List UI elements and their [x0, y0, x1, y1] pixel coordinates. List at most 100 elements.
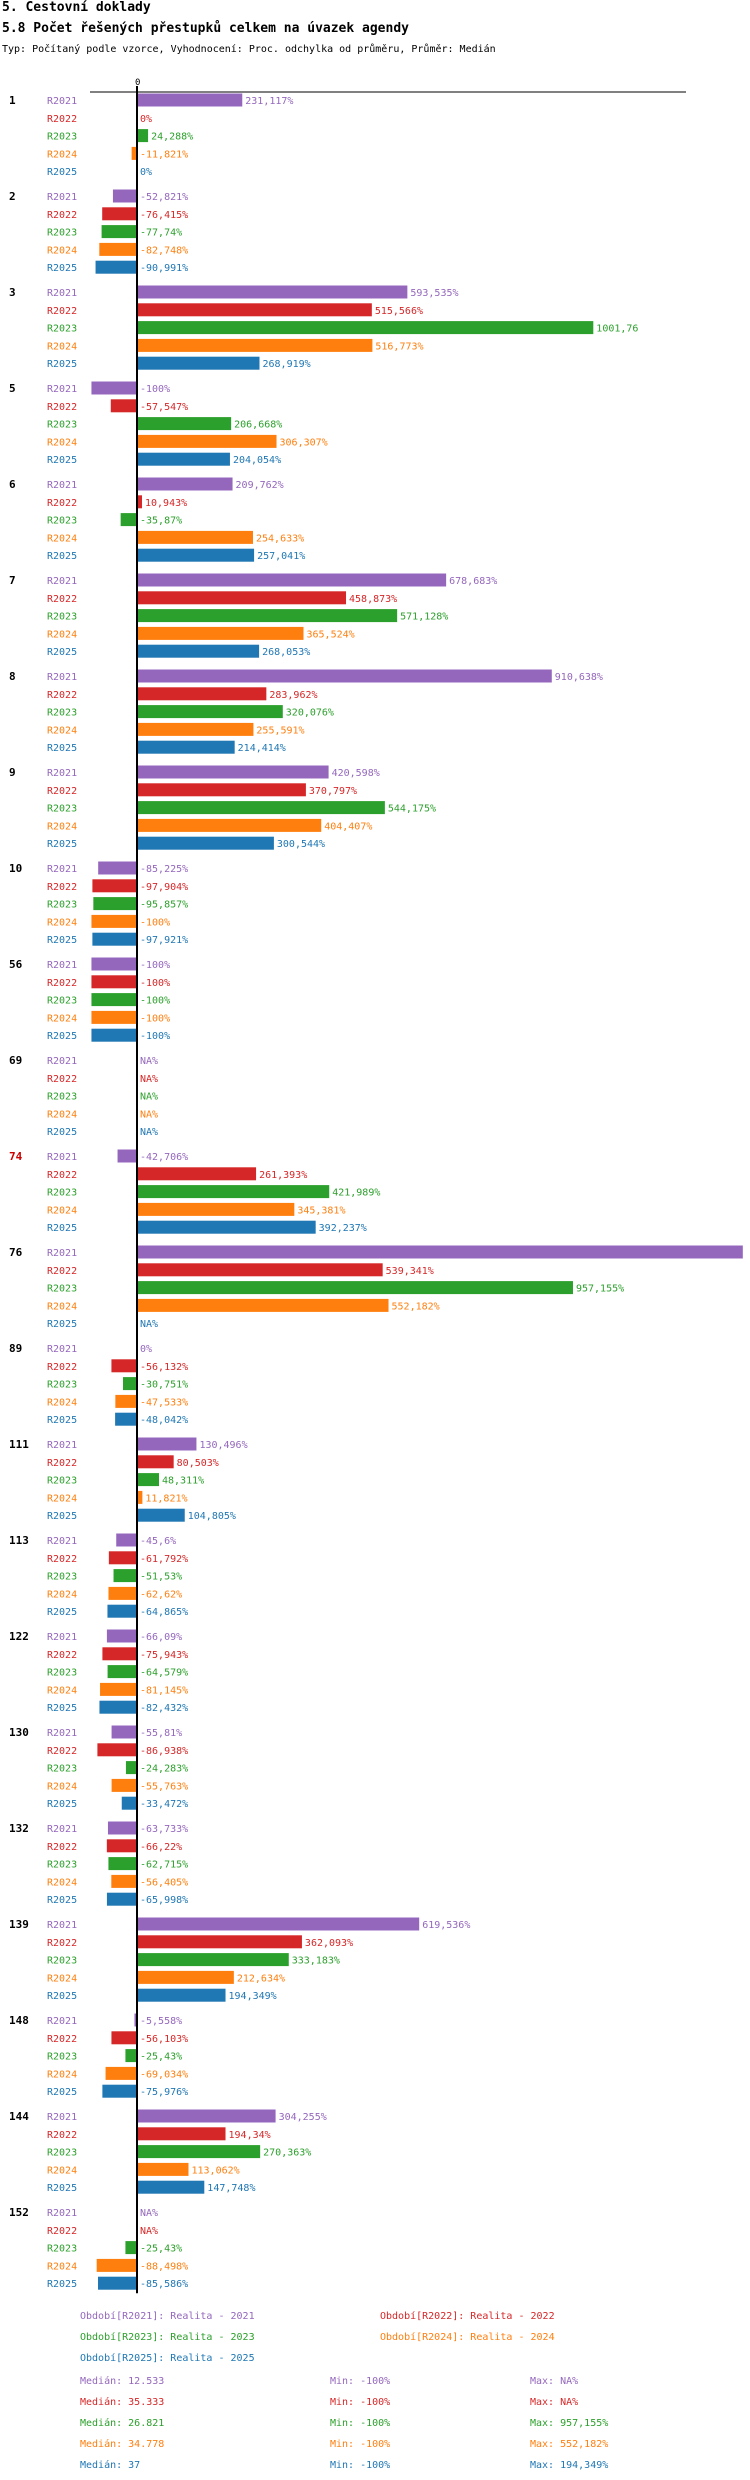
data-label: -55,763% [140, 1781, 188, 1792]
data-label: 362,093% [305, 1938, 353, 1949]
data-label: 206,668% [234, 420, 282, 431]
data-label: -69,034% [140, 2069, 188, 2080]
bar [98, 2276, 137, 2290]
series-label: R2022 [47, 786, 77, 797]
bar [93, 897, 137, 911]
group-label: 2 [9, 190, 16, 203]
series-label: R2022 [47, 1362, 77, 1373]
data-label: -42,706% [140, 1152, 188, 1163]
data-label: NA% [140, 1074, 158, 1085]
data-label: -75,943% [140, 1650, 188, 1661]
legend-median: Medián: 26.821 [80, 2418, 165, 2429]
data-label: 0% [140, 1344, 152, 1355]
data-label: 194,34% [229, 2130, 271, 2141]
legend-min: Min: -100% [330, 2376, 391, 2387]
series-label: R2024 [47, 1781, 77, 1792]
bar [95, 260, 137, 274]
bar [100, 1682, 137, 1696]
bar [137, 1490, 143, 1504]
bar [137, 1970, 234, 1984]
series-label: R2022 [47, 1074, 77, 1085]
data-label: -45,6% [140, 1536, 176, 1547]
series-label: R2021 [47, 192, 77, 203]
series-label: R2025 [47, 263, 77, 274]
data-label: -75,976% [140, 2087, 188, 2098]
bar [137, 548, 255, 562]
bar [105, 2066, 137, 2080]
data-label: 214,414% [238, 743, 286, 754]
bar [113, 1569, 137, 1583]
data-label: -66,22% [140, 1842, 182, 1853]
data-label: -85,225% [140, 864, 188, 875]
bar [137, 2180, 205, 2194]
series-label: R2021 [47, 576, 77, 587]
bar [137, 626, 304, 640]
group-label: 7 [9, 574, 16, 587]
series-label: R2022 [47, 2226, 77, 2237]
data-label: 392,237% [319, 1223, 367, 1234]
data-label: 910,638% [555, 672, 603, 683]
data-label: -57,547% [140, 402, 188, 413]
bar [137, 2127, 226, 2141]
bar [137, 573, 447, 587]
legend-period: Období[R2024]: Realita - 2024 [380, 2332, 555, 2343]
series-label: R2022 [47, 402, 77, 413]
bar [137, 303, 372, 317]
series-label: R2022 [47, 1650, 77, 1661]
data-label: 204,054% [233, 455, 281, 466]
data-label: NA% [140, 2226, 158, 2237]
data-label: -64,865% [140, 1607, 188, 1618]
bar [137, 1185, 330, 1199]
group-label: 5 [9, 382, 16, 395]
series-label: R2025 [47, 1319, 77, 1330]
data-label: 0% [140, 114, 152, 125]
chart-subtitle: Typ: Počítaný podle vzorce, Vyhodnocení:… [2, 44, 496, 55]
series-label: R2021 [47, 1344, 77, 1355]
data-label: 194,349% [229, 1991, 277, 2002]
series-label: R2024 [47, 2165, 77, 2176]
bar [92, 932, 137, 946]
bar [91, 975, 137, 989]
data-label: 458,873% [349, 594, 397, 605]
series-label: R2024 [47, 533, 77, 544]
data-label: 10,943% [145, 498, 187, 509]
data-label: -82,748% [140, 245, 188, 256]
bar [137, 530, 253, 544]
data-label: 268,919% [262, 359, 310, 370]
data-label: NA% [140, 1056, 158, 1067]
series-label: R2021 [47, 480, 77, 491]
series-label: R2024 [47, 629, 77, 640]
data-label: -97,921% [140, 935, 188, 946]
series-label: R2025 [47, 1415, 77, 1426]
series-label: R2021 [47, 1632, 77, 1643]
bar [125, 2049, 137, 2063]
data-label: -86,938% [140, 1746, 188, 1757]
series-label: R2022 [47, 1842, 77, 1853]
series-label: R2021 [47, 672, 77, 683]
bar [137, 1263, 383, 1277]
data-label: -65,998% [140, 1895, 188, 1906]
bar [137, 1455, 174, 1469]
bar [137, 1167, 257, 1181]
series-label: R2023 [47, 420, 77, 431]
series-label: R2025 [47, 935, 77, 946]
data-label: NA% [140, 2208, 158, 2219]
data-label: -66,09% [140, 1632, 182, 1643]
legend-max: Max: NA% [530, 2376, 579, 2387]
legend-max: Max: NA% [530, 2397, 579, 2408]
series-label: R2022 [47, 306, 77, 317]
bar [102, 1647, 137, 1661]
bar [137, 687, 267, 701]
bar [137, 356, 260, 370]
bar [137, 1473, 160, 1487]
data-label: 212,634% [237, 1973, 285, 1984]
bar [137, 1917, 420, 1931]
bar [137, 836, 274, 850]
series-label: R2025 [47, 1703, 77, 1714]
series-label: R2024 [47, 1397, 77, 1408]
data-label: -100% [140, 978, 170, 989]
data-label: NA% [140, 1092, 158, 1103]
data-label: 306,307% [280, 437, 328, 448]
bar [108, 1857, 137, 1871]
group-label: 10 [9, 862, 22, 875]
